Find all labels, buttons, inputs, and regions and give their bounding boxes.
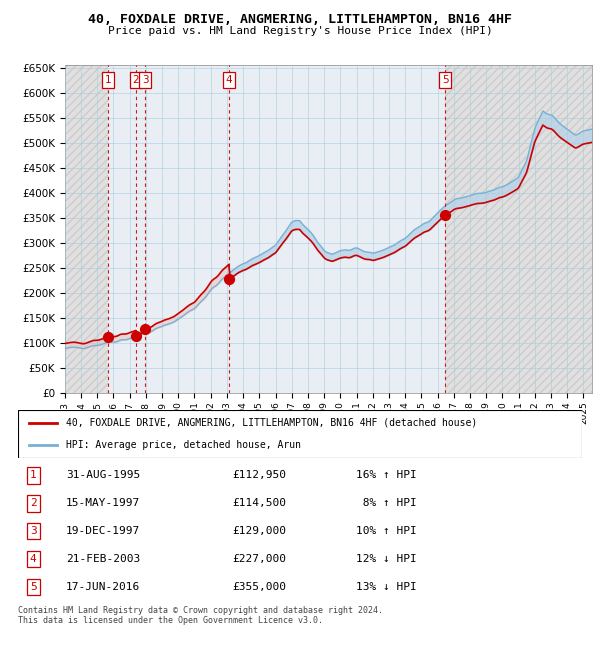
Bar — [445, 62, 592, 393]
Text: 1: 1 — [30, 471, 37, 480]
Text: 1: 1 — [105, 75, 112, 85]
Text: 4: 4 — [30, 554, 37, 564]
Text: 16% ↑ HPI: 16% ↑ HPI — [356, 471, 417, 480]
Point — [140, 324, 150, 334]
Text: 21-FEB-2003: 21-FEB-2003 — [66, 554, 140, 564]
Text: 19-DEC-1997: 19-DEC-1997 — [66, 526, 140, 536]
Text: 8% ↑ HPI: 8% ↑ HPI — [356, 499, 417, 508]
Text: 17-JUN-2016: 17-JUN-2016 — [66, 582, 140, 592]
Text: 13% ↓ HPI: 13% ↓ HPI — [356, 582, 417, 592]
Text: 12% ↓ HPI: 12% ↓ HPI — [356, 554, 417, 564]
Text: 40, FOXDALE DRIVE, ANGMERING, LITTLEHAMPTON, BN16 4HF (detached house): 40, FOXDALE DRIVE, ANGMERING, LITTLEHAMP… — [66, 418, 477, 428]
Text: 2: 2 — [30, 499, 37, 508]
Text: 31-AUG-1995: 31-AUG-1995 — [66, 471, 140, 480]
Text: 5: 5 — [442, 75, 448, 85]
Text: Contains HM Land Registry data © Crown copyright and database right 2024.
This d: Contains HM Land Registry data © Crown c… — [18, 606, 383, 625]
Bar — [65, 62, 108, 393]
Text: HPI: Average price, detached house, Arun: HPI: Average price, detached house, Arun — [66, 440, 301, 450]
Point — [440, 210, 450, 220]
Text: 3: 3 — [142, 75, 149, 85]
Point — [224, 274, 234, 285]
Text: £114,500: £114,500 — [232, 499, 286, 508]
Text: £355,000: £355,000 — [232, 582, 286, 592]
Text: 5: 5 — [30, 582, 37, 592]
Text: £112,950: £112,950 — [232, 471, 286, 480]
Text: 15-MAY-1997: 15-MAY-1997 — [66, 499, 140, 508]
Text: £129,000: £129,000 — [232, 526, 286, 536]
Text: 2: 2 — [133, 75, 139, 85]
Text: 40, FOXDALE DRIVE, ANGMERING, LITTLEHAMPTON, BN16 4HF: 40, FOXDALE DRIVE, ANGMERING, LITTLEHAMP… — [88, 13, 512, 26]
Text: 4: 4 — [226, 75, 232, 85]
Point — [131, 331, 140, 341]
Text: Price paid vs. HM Land Registry's House Price Index (HPI): Price paid vs. HM Land Registry's House … — [107, 26, 493, 36]
Text: 3: 3 — [30, 526, 37, 536]
Point — [103, 332, 113, 342]
Text: £227,000: £227,000 — [232, 554, 286, 564]
Text: 10% ↑ HPI: 10% ↑ HPI — [356, 526, 417, 536]
